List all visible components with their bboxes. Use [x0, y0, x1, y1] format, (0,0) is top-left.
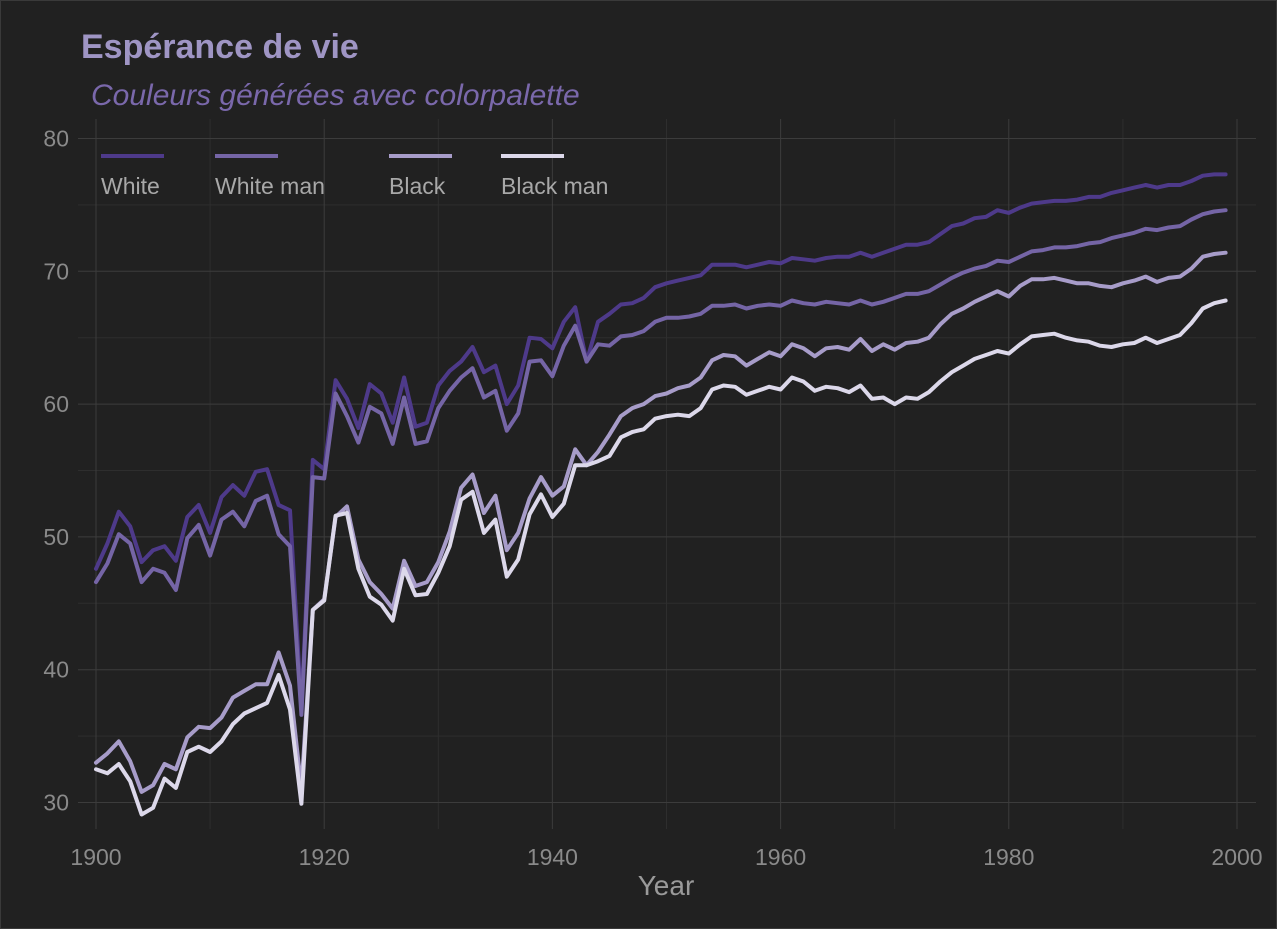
y-tick-label: 30 [43, 790, 69, 816]
chart-subtitle: Couleurs générées avec colorpalette [91, 79, 580, 112]
x-tick-label: 2000 [1211, 844, 1262, 870]
grid [78, 119, 1256, 829]
legend-label-white: White [101, 173, 160, 199]
series-line-black-man [94, 298, 1228, 817]
x-axis-ticks: 1900 1920 1940 1960 1980 2000 [70, 844, 1262, 870]
x-tick-label: 1980 [983, 844, 1034, 870]
legend-label-black: Black [389, 173, 446, 199]
y-tick-label: 60 [43, 391, 69, 417]
y-tick-label: 50 [43, 524, 69, 550]
series-line-white-man [94, 208, 1228, 717]
y-tick-label: 80 [43, 126, 69, 152]
legend-label-white-man: White man [215, 173, 325, 199]
x-tick-label: 1900 [70, 844, 121, 870]
chart-title: Espérance de vie [81, 28, 359, 66]
y-tick-label: 40 [43, 657, 69, 683]
series-line-white [94, 172, 1228, 711]
y-tick-label: 70 [43, 258, 69, 284]
x-axis-label: Year [638, 870, 695, 901]
y-axis-ticks: 30 40 50 60 70 80 [43, 126, 69, 816]
legend-label-black-man: Black man [501, 173, 608, 199]
x-tick-label: 1960 [755, 844, 806, 870]
legend: White White man Black Black man [101, 154, 608, 199]
x-tick-label: 1940 [527, 844, 578, 870]
x-tick-label: 1920 [299, 844, 350, 870]
series-line-black [94, 250, 1228, 794]
series-layer [94, 172, 1228, 817]
